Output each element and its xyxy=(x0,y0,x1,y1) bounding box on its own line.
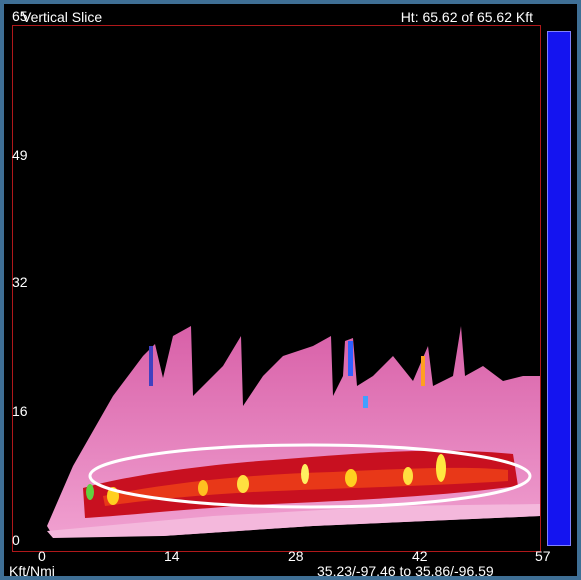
x-tick-label: 42 xyxy=(412,548,428,564)
y-tick-label: 32 xyxy=(12,274,28,290)
y-tick-label: 49 xyxy=(12,147,28,163)
x-tick-label: 28 xyxy=(288,548,304,564)
height-readout: Ht: 65.62 of 65.62 Kft xyxy=(400,9,533,25)
x-tick-label: 0 xyxy=(38,548,46,564)
radar-echo-image xyxy=(47,326,540,538)
color-legend-bar xyxy=(547,31,571,546)
units-label: Kft/Nmi xyxy=(9,563,55,579)
window-title: Vertical Slice xyxy=(22,9,103,25)
radar-plot[interactable] xyxy=(12,25,541,552)
x-tick-label: 14 xyxy=(164,548,180,564)
y-tick-label: 65 xyxy=(12,8,28,24)
y-tick-label: 0 xyxy=(12,532,20,548)
y-tick-label: 16 xyxy=(12,403,28,419)
coordinates-readout: 35.23/-97.46 to 35.86/-96.59 xyxy=(317,563,494,579)
highlight-ellipse xyxy=(88,443,532,509)
x-tick-label: 57 xyxy=(535,548,551,564)
vertical-slice-window: Vertical Slice Ht: 65.62 of 65.62 Kft xyxy=(4,4,577,579)
